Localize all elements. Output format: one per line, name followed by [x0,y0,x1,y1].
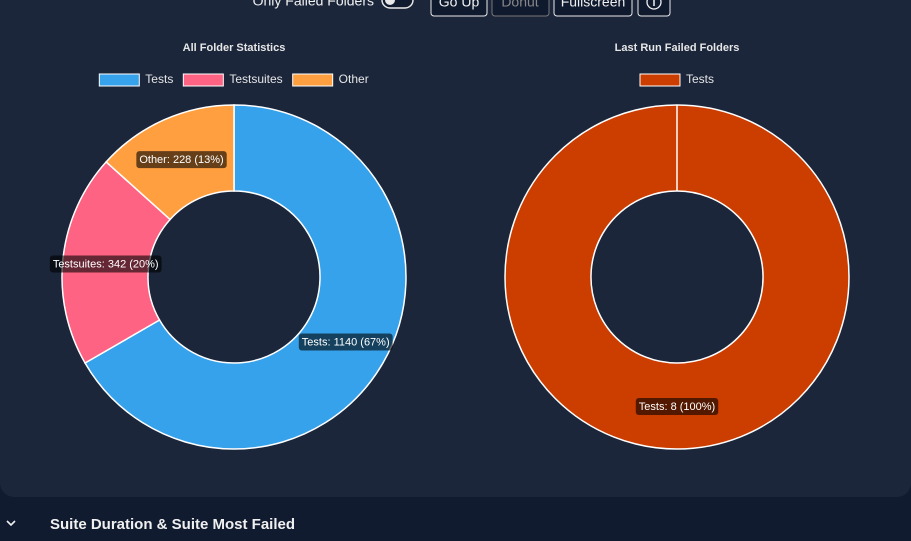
button[interactable]: Fullscreen [553,0,633,17]
chart-title: All Folder Statistics [183,42,286,54]
button-frame [553,0,633,17]
data-label-bg [635,398,719,415]
legend-label: Testsuites [229,72,282,86]
legend-label: Tests [145,72,173,86]
data-label: Other: 228 (13%) [136,151,227,169]
legend-label: Tests [686,72,714,86]
info-button[interactable] [637,0,671,17]
data-label-text: Tests: 1140 (67%) [302,336,390,348]
legend-swatch [98,73,140,87]
button[interactable]: Donut [491,0,550,17]
legend-item: Tests [639,72,714,87]
data-label-text: Tests: 8 (100%) [639,401,715,413]
button-frame [491,0,550,17]
button-frame [637,0,671,17]
button-label: Go Up [439,0,480,10]
data-label: Testsuites: 342 (20%) [49,255,162,273]
legend-swatch [182,73,224,87]
legend-item: Testsuites [182,72,283,87]
data-label-text: Other: 228 (13%) [139,154,223,166]
data-label-bg [136,151,227,169]
data-label-bg [298,333,393,351]
slice [84,104,407,450]
toggle-label: Only Failed Folders [253,0,374,9]
data-label-text: Testsuites: 342 (20%) [53,258,159,270]
legend-item: Tests [98,72,173,87]
info-icon [646,0,662,10]
data-label: Tests: 1140 (67%) [298,333,393,351]
legend-item: Other [292,72,369,87]
chart-title: Last Run Failed Folders [615,42,740,54]
button-frame [430,0,488,17]
button[interactable]: Go Up [430,0,488,17]
toggle-knob [385,0,395,5]
data-label-bg [49,255,162,273]
button-label: Fullscreen [561,0,626,10]
legend-label: Other [339,72,369,86]
button-label: Donut [501,0,538,10]
chevron-icon[interactable] [6,520,16,527]
slice [504,104,850,450]
data-label: Tests: 8 (100%) [635,398,719,415]
legend-swatch [639,73,681,87]
legend-swatch [292,73,334,87]
section-title[interactable]: Suite Duration & Suite Most Failed [50,516,295,533]
